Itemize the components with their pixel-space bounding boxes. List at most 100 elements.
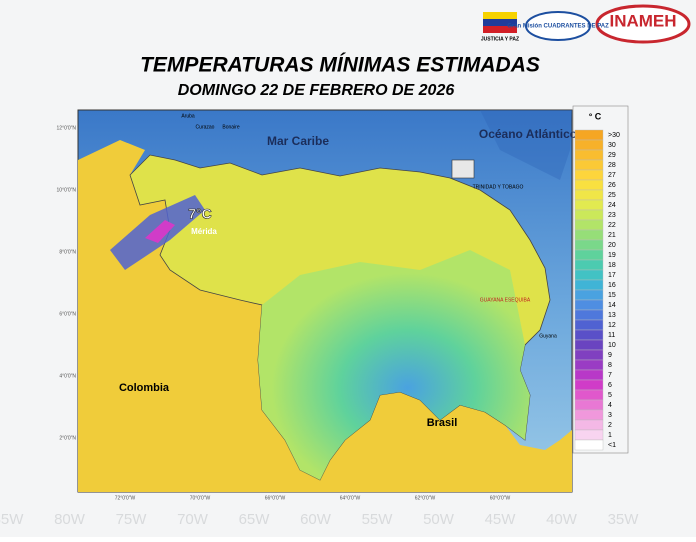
legend-label: 18 xyxy=(608,262,616,269)
legend-swatch xyxy=(574,199,604,211)
legend-label: <1 xyxy=(608,442,616,449)
legend-swatch xyxy=(574,299,604,311)
legend-swatch xyxy=(574,319,604,331)
title: TEMPERATURAS MÍNIMAS ESTIMADAS xyxy=(140,54,540,77)
map-label: Guyana xyxy=(539,333,557,339)
legend-label: 13 xyxy=(608,312,616,319)
legend-swatch xyxy=(574,209,604,221)
legend-swatch xyxy=(574,269,604,281)
legend-label: 28 xyxy=(608,162,616,169)
logo-text: JUSTICIA Y PAZ xyxy=(481,36,519,42)
legend-swatch xyxy=(574,139,604,151)
lon-tick-label: 64°0'0"W xyxy=(340,495,361,501)
legend-label: 27 xyxy=(608,172,616,179)
legend-swatch xyxy=(574,169,604,181)
subtitle: DOMINGO 22 DE FEBRERO DE 2026 xyxy=(178,82,455,99)
legend-swatch xyxy=(574,329,604,341)
legend-swatch xyxy=(574,339,604,351)
legend-label: 9 xyxy=(608,352,612,359)
legend-label: 5 xyxy=(608,392,612,399)
map xyxy=(77,109,573,493)
legend-swatch xyxy=(574,439,604,451)
lon-tick-label: 66°0'0"W xyxy=(265,495,286,501)
legend-frame xyxy=(572,105,629,454)
legend-label: 30 xyxy=(608,142,616,149)
lat-tick-label: 8°0'0"N xyxy=(59,249,76,255)
logo-text: INAMEH xyxy=(609,11,676,30)
legend-swatch xyxy=(574,239,604,251)
legend-label: 23 xyxy=(608,212,616,219)
legend: ° C >30302928272625242322212019181716151… xyxy=(572,105,629,454)
map-label: Océano Atlántico xyxy=(479,127,577,141)
legend-swatch xyxy=(574,219,604,231)
legend-label: 17 xyxy=(608,272,616,279)
legend-swatch xyxy=(574,309,604,321)
legend-swatch xyxy=(574,129,604,141)
legend-swatch xyxy=(574,379,604,391)
legend-swatch xyxy=(574,359,604,371)
legend-swatch xyxy=(574,279,604,291)
legend-swatch xyxy=(574,399,604,411)
lat-tick-label: 6°0'0"N xyxy=(59,311,76,317)
legend-swatch xyxy=(574,389,604,401)
legend-label: 3 xyxy=(608,412,612,419)
bg-tick-label: 35W xyxy=(608,511,640,528)
legend-label: 25 xyxy=(608,192,616,199)
legend-swatch xyxy=(574,149,604,161)
map-label: Brasil xyxy=(427,417,458,429)
legend-swatch xyxy=(574,159,604,171)
map-label: Colombia xyxy=(119,382,170,394)
lon-tick-label: 62°0'0"W xyxy=(415,495,436,501)
lon-tick-label: 72°0'0"W xyxy=(115,495,136,501)
lat-tick-label: 2°0'0"N xyxy=(59,435,76,441)
legend-label: 2 xyxy=(608,422,612,429)
legend-label: 19 xyxy=(608,252,616,259)
legend-label: 26 xyxy=(608,182,616,189)
bg-tick-label: 65W xyxy=(239,511,271,528)
lat-tick-label: 4°0'0"N xyxy=(59,373,76,379)
legend-label: 10 xyxy=(608,342,616,349)
bg-tick-label: 70W xyxy=(177,511,209,528)
logos xyxy=(483,4,691,44)
legend-title: ° C xyxy=(589,111,602,121)
legend-swatch xyxy=(574,249,604,261)
lat-tick-label: 10°0'0"N xyxy=(57,187,77,193)
map-label: GUAYANA ESEQUIBA xyxy=(480,297,531,303)
legend-swatch xyxy=(574,189,604,201)
bg-tick-label: 50W xyxy=(423,511,455,528)
map-label: Curazao xyxy=(196,124,215,130)
map-label: TRINIDAD Y TOBAGO xyxy=(473,184,524,190)
map-label: Mar Caribe xyxy=(267,134,329,148)
legend-swatch xyxy=(574,409,604,421)
legend-label: 12 xyxy=(608,322,616,329)
bg-tick-label: 45W xyxy=(485,511,517,528)
bg-tick-label: 75W xyxy=(116,511,148,528)
legend-label: 16 xyxy=(608,282,616,289)
legend-label: >30 xyxy=(608,132,620,139)
bg-tick-label: 55W xyxy=(362,511,394,528)
legend-label: 22 xyxy=(608,222,616,229)
legend-label: 1 xyxy=(608,432,612,439)
bg-tick-label: 40W xyxy=(546,511,578,528)
legend-swatch xyxy=(574,369,604,381)
bg-tick-label: 85W xyxy=(0,511,24,528)
legend-label: 8 xyxy=(608,362,612,369)
legend-swatch xyxy=(574,349,604,361)
legend-label: 11 xyxy=(608,332,615,339)
map-label: 7°C xyxy=(188,206,212,222)
map-label: Bonaire xyxy=(222,124,239,130)
legend-label: 7 xyxy=(608,372,612,379)
legend-swatch xyxy=(574,429,604,441)
map-label: Mérida xyxy=(191,227,217,236)
legend-label: 4 xyxy=(608,402,612,409)
legend-swatch xyxy=(574,229,604,241)
lat-tick-label: 12°0'0"N xyxy=(57,125,77,131)
legend-swatch xyxy=(574,289,604,301)
legend-label: 14 xyxy=(608,302,616,309)
map-label: Aruba xyxy=(181,113,195,119)
legend-swatch xyxy=(574,259,604,271)
legend-label: 20 xyxy=(608,242,616,249)
legend-label: 6 xyxy=(608,382,612,389)
legend-label: 15 xyxy=(608,292,616,299)
